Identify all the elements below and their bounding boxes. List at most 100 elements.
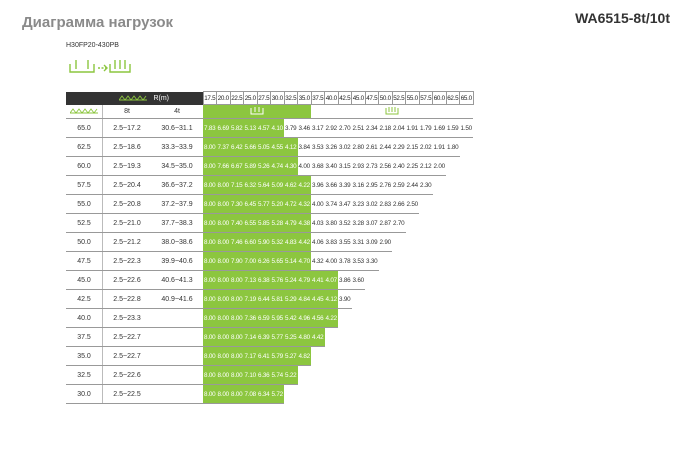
radius-header-cell: 55.0 xyxy=(405,91,420,105)
load-value-cell: 6.60 xyxy=(243,232,257,252)
load-value-cell: 3.53 xyxy=(351,251,365,271)
load-value-cell: 2.87 xyxy=(378,213,392,233)
load-value-cell: 6.42 xyxy=(230,137,244,157)
load-value-cell: 2.44 xyxy=(405,175,419,195)
load-value-cell: 5.64 xyxy=(257,175,271,195)
load-value-cell: 4.07 xyxy=(324,270,338,290)
load-value-cell: 5.14 xyxy=(284,251,298,271)
load-value-cell: 3.40 xyxy=(324,156,338,176)
load-row: 50.0 2.5~21.2 38.0~38.6 8.00 8.00 7.46 6.60 5.9… xyxy=(66,232,473,252)
load-value-cell: 7.14 xyxy=(243,327,257,347)
load-value-cell: 8.00 xyxy=(216,384,230,404)
range-4t-cell: 36.6~37.2 xyxy=(151,175,203,195)
load-value-cell: 3.83 xyxy=(324,232,338,252)
load-value-cell: 2.70 xyxy=(392,213,406,233)
load-value-cell: 5.77 xyxy=(270,327,284,347)
radius-label: R(m) xyxy=(153,94,170,102)
load-value-cell: 4.42 xyxy=(297,232,311,252)
radius-header-cell: 52.5 xyxy=(391,91,406,105)
header-8t: 8t xyxy=(102,104,151,119)
load-value-cell: 4.10 xyxy=(270,118,284,138)
load-value-cell: 2.12 xyxy=(419,156,433,176)
load-value-cell: 5.85 xyxy=(257,213,271,233)
load-value-cell: 5.72 xyxy=(270,384,284,404)
load-value-cell: 4.30 xyxy=(284,156,298,176)
load-value-cell: 2.44 xyxy=(378,137,392,157)
load-row: 65.0 2.5~17.2 30.6~31.1 7.83 6.69 5.82 5.13 4.5… xyxy=(66,118,473,138)
load-row: 57.5 2.5~20.4 36.6~37.2 8.00 8.00 7.15 6.32 5.6… xyxy=(66,175,473,195)
load-value-cell: 4.83 xyxy=(284,232,298,252)
range-8t-cell: 2.5~21.2 xyxy=(102,232,151,252)
radius-header-cell: 42.5 xyxy=(337,91,352,105)
radius-header-cell: 32.5 xyxy=(283,91,298,105)
range-8t-cell: 2.5~22.8 xyxy=(102,289,151,309)
load-value-cell: 3.80 xyxy=(324,213,338,233)
load-value-cell: 8.00 xyxy=(230,384,244,404)
load-value-cell: 7.17 xyxy=(243,346,257,366)
load-value-cell: 4.62 xyxy=(284,175,298,195)
load-value-cell: 4.79 xyxy=(297,270,311,290)
load-value-cell: 5.95 xyxy=(270,308,284,328)
load-value-cell: 7.37 xyxy=(216,137,230,157)
load-value-cell: 8.00 xyxy=(203,156,217,176)
load-value-cell: 3.55 xyxy=(338,232,352,252)
jib-length-cell: 30.0 xyxy=(66,384,103,404)
load-value-cell: 5.82 xyxy=(230,118,244,138)
load-value-cell: 8.00 xyxy=(216,194,230,214)
load-value-cell: 8.00 xyxy=(230,270,244,290)
load-value-cell: 5.20 xyxy=(270,194,284,214)
load-value-cell: 3.86 xyxy=(338,270,352,290)
radius-header-cell: 35.0 xyxy=(297,91,312,105)
radius-header-cell: 50.0 xyxy=(378,91,393,105)
load-value-cell: 5.81 xyxy=(270,289,284,309)
load-row: 52.5 2.5~21.0 37.7~38.3 8.00 8.00 7.40 6.55 5.8… xyxy=(66,213,473,233)
load-value-cell: 5.66 xyxy=(243,137,257,157)
load-value-cell: 8.00 xyxy=(230,327,244,347)
load-value-cell: 3.79 xyxy=(284,118,298,138)
load-value-cell: 8.00 xyxy=(216,327,230,347)
load-value-cell: 6.41 xyxy=(257,346,271,366)
load-value-cell: 5.65 xyxy=(270,251,284,271)
load-value-cell: 8.00 xyxy=(203,232,217,252)
range-4t-cell: 34.5~35.0 xyxy=(151,156,203,176)
range-4t-cell: 40.6~41.3 xyxy=(151,270,203,290)
load-value-cell: 8.00 xyxy=(203,289,217,309)
load-value-cell: 6.59 xyxy=(257,308,271,328)
load-value-cell: 3.52 xyxy=(338,213,352,233)
load-value-cell: 4.70 xyxy=(297,251,311,271)
load-value-cell: 4.74 xyxy=(270,156,284,176)
load-value-cell: 3.31 xyxy=(351,232,365,252)
load-value-cell: 8.00 xyxy=(203,175,217,195)
range-8t-cell: 2.5~19.3 xyxy=(102,156,151,176)
jib-length-cell: 62.5 xyxy=(66,137,103,157)
radius-header-cell: 27.5 xyxy=(256,91,271,105)
load-row: 62.5 2.5~18.6 33.3~33.9 8.00 7.37 6.42 5.66 5.0… xyxy=(66,137,473,157)
load-value-cell: 4.82 xyxy=(297,346,311,366)
load-value-cell: 4.22 xyxy=(324,308,338,328)
hook-mode-icon xyxy=(69,60,131,73)
load-value-cell: 4.12 xyxy=(324,289,338,309)
load-value-cell: 7.66 xyxy=(216,156,230,176)
load-value-cell: 1.80 xyxy=(446,137,460,157)
range-8t-cell: 2.5~22.6 xyxy=(102,365,151,385)
load-value-cell: 4.57 xyxy=(257,118,271,138)
model-name: WA6515-8t/10t xyxy=(575,10,670,26)
load-value-cell: 4.32 xyxy=(297,194,311,214)
config-code: H30FP20-430PB xyxy=(66,42,119,49)
load-value-cell: 8.00 xyxy=(230,346,244,366)
load-value-cell: 1.91 xyxy=(405,118,419,138)
range-4t-cell xyxy=(151,365,203,385)
load-value-cell: 2.40 xyxy=(392,156,406,176)
load-value-cell: 8.00 xyxy=(216,270,230,290)
load-row: 30.0 2.5~22.5 8.00 8.00 8.00 7.08 6.34 5.72 xyxy=(66,384,473,404)
load-value-cell: 2.95 xyxy=(365,175,379,195)
load-value-cell: 7.40 xyxy=(230,213,244,233)
load-row: 42.5 2.5~22.8 40.9~41.6 8.00 8.00 8.00 7.19 6.4… xyxy=(66,289,473,309)
load-value-cell: 5.42 xyxy=(284,308,298,328)
load-value-cell: 3.23 xyxy=(351,194,365,214)
load-value-cell: 7.13 xyxy=(243,270,257,290)
triple-hook-icon xyxy=(385,106,399,114)
load-value-cell: 3.17 xyxy=(311,118,325,138)
load-value-cell: 7.08 xyxy=(243,384,257,404)
load-row: 47.5 2.5~22.3 39.9~40.6 8.00 8.00 7.90 7.00 6.2… xyxy=(66,251,473,271)
